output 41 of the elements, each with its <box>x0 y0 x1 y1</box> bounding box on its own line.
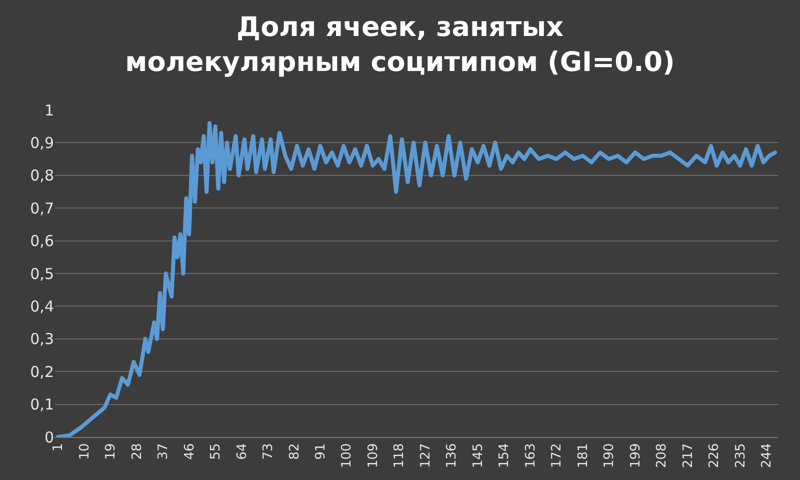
y-tick-label: 1 <box>44 101 54 120</box>
y-tick-label: 0,6 <box>30 232 54 250</box>
y-tick-label: 0,8 <box>30 166 54 185</box>
x-tick-label: 145 <box>470 443 486 468</box>
x-tick-label: 217 <box>680 443 696 468</box>
x-tick-label: 37 <box>156 443 172 460</box>
x-tick-label: 82 <box>287 443 302 460</box>
x-tick-label: 19 <box>104 443 119 460</box>
x-tick-label: 181 <box>576 443 591 468</box>
x-tick-label: 109 <box>366 443 381 468</box>
y-tick-label: 0,2 <box>30 362 54 381</box>
x-tick-label: 208 <box>654 443 670 468</box>
x-tick-label: 199 <box>628 443 644 468</box>
chart-title: Доля ячеек, занятых молекулярным социтипом (GI=0.0) <box>125 12 675 78</box>
x-tick-label: 127 <box>418 443 434 468</box>
y-tick-label: 0,5 <box>30 264 54 283</box>
x-tick-label: 136 <box>444 443 460 468</box>
y-tick-label: 0 <box>44 428 54 446</box>
x-tick-label: 100 <box>340 443 355 468</box>
x-tick-label: 172 <box>550 443 565 468</box>
x-tick-label: 1 <box>51 443 66 452</box>
x-tick-label: 163 <box>523 443 538 468</box>
x-tick-label: 91 <box>314 443 329 460</box>
line-series <box>56 121 778 437</box>
x-tick-label: 28 <box>130 443 145 460</box>
x-tick-label: 190 <box>602 443 618 468</box>
y-tick-label: 0,7 <box>30 199 54 218</box>
x-tick-label: 235 <box>733 443 748 468</box>
y-tick-label: 0,4 <box>30 297 54 316</box>
x-tick-label: 55 <box>208 443 224 460</box>
y-tick-label: 0,1 <box>30 396 54 414</box>
x-tick-label: 64 <box>234 443 250 460</box>
x-tick-label: 244 <box>760 443 775 468</box>
x-tick-label: 154 <box>497 443 512 468</box>
y-tick-label: 0,3 <box>30 330 54 348</box>
x-tick-label: 73 <box>261 443 276 460</box>
x-tick-label: 10 <box>77 443 92 460</box>
y-tick-label: 0,9 <box>30 134 54 152</box>
x-tick-label: 118 <box>392 443 408 468</box>
x-tick-label: 46 <box>182 443 198 460</box>
x-tick-label: 226 <box>707 443 722 468</box>
